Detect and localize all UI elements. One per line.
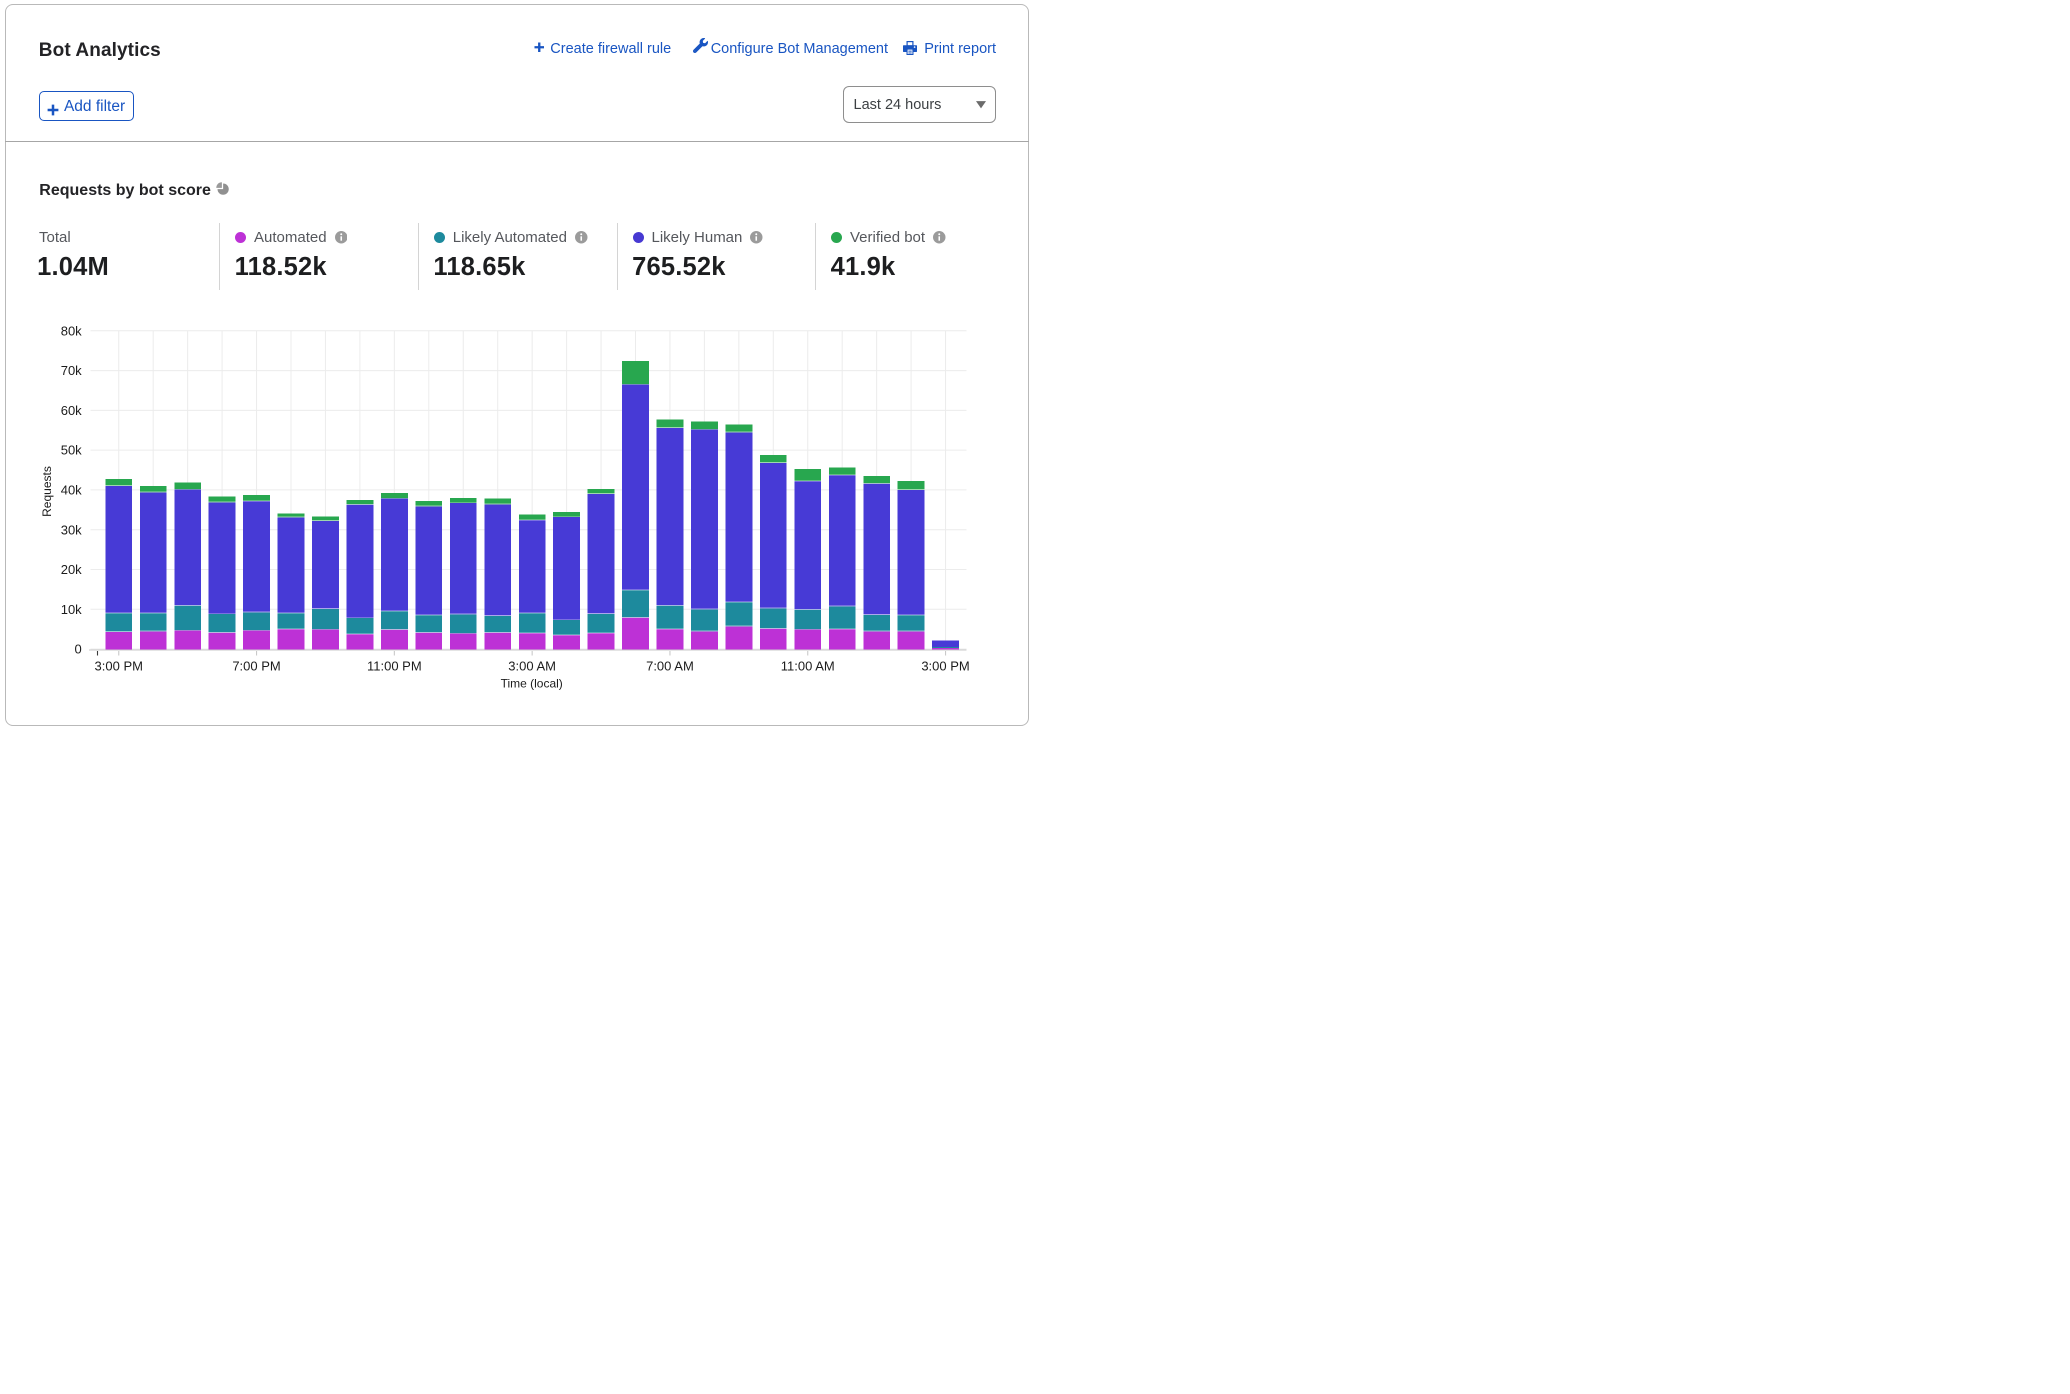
svg-text:50k: 50k [61,443,82,458]
svg-text:7:00 AM: 7:00 AM [646,659,694,674]
svg-text:70k: 70k [61,363,82,378]
svg-text:60k: 60k [61,403,82,418]
svg-text:11:00 PM: 11:00 PM [367,659,422,674]
svg-text:3:00 AM: 3:00 AM [508,659,556,674]
svg-text:40k: 40k [61,483,82,498]
svg-text:11:00 AM: 11:00 AM [781,659,835,674]
svg-text:80k: 80k [61,323,82,338]
svg-text:20k: 20k [61,562,82,577]
svg-text:Time (local): Time (local) [501,677,563,691]
svg-text:3:00 PM: 3:00 PM [95,659,143,674]
svg-text:0: 0 [74,642,81,657]
svg-text:30k: 30k [61,522,82,537]
svg-text:10k: 10k [61,602,82,617]
svg-text:7:00 PM: 7:00 PM [232,659,280,674]
svg-text:Requests: Requests [40,466,54,517]
svg-text:3:00 PM: 3:00 PM [921,659,969,674]
